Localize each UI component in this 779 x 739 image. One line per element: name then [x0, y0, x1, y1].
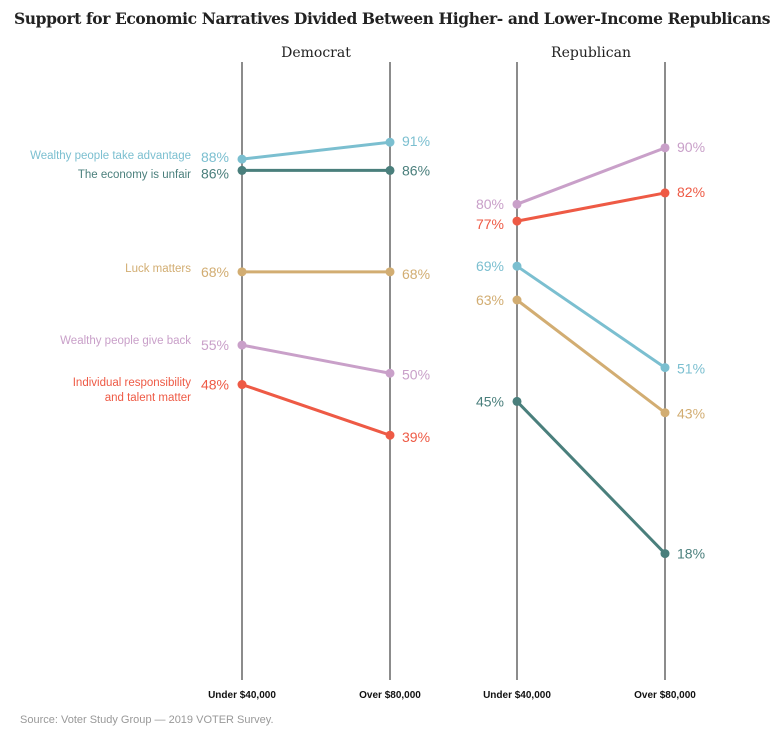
data-point [660, 408, 670, 418]
x-tick-label: Under $40,000 [208, 690, 276, 701]
data-point [512, 199, 522, 209]
data-label: 45% [476, 393, 504, 409]
data-point [237, 165, 247, 175]
series-line [515, 400, 667, 555]
data-point [385, 165, 395, 175]
series-name-label: Wealthy people take advantage [30, 150, 191, 162]
data-point [512, 295, 522, 305]
data-label: 88% [201, 149, 229, 165]
data-label: 48% [201, 377, 229, 393]
data-label: 91% [402, 133, 430, 149]
series-line [516, 264, 666, 369]
series-line [516, 298, 666, 414]
data-point [660, 188, 670, 198]
data-point [237, 340, 247, 350]
data-label: 80% [476, 196, 504, 212]
data-label: 86% [402, 162, 430, 178]
series-line [516, 146, 666, 206]
series-name-label: The economy is unfair [78, 169, 191, 181]
data-point [512, 216, 522, 226]
data-label: 39% [402, 429, 430, 445]
x-tick-label: Over $80,000 [634, 690, 696, 701]
data-point [385, 267, 395, 277]
series-name-label: Wealthy people give back [60, 335, 191, 347]
panel-title-republican: Republican [551, 45, 631, 61]
data-point [237, 267, 247, 277]
data-point [237, 154, 247, 164]
data-point [660, 549, 670, 559]
data-label: 68% [201, 264, 229, 280]
series-line [241, 140, 391, 161]
chart-title: Support for Economic Narratives Divided … [14, 9, 771, 28]
data-label: 90% [677, 139, 705, 155]
data-label: 63% [476, 292, 504, 308]
series-name-label: and talent matter [105, 392, 191, 404]
data-label: 51% [677, 361, 705, 377]
data-label: 86% [201, 165, 229, 181]
data-point [660, 143, 670, 153]
data-point [385, 137, 395, 147]
series-name-label: Individual responsibility [73, 377, 192, 389]
data-point [385, 430, 395, 440]
data-label: 55% [201, 337, 229, 353]
data-point [660, 363, 670, 373]
data-label: 43% [677, 406, 705, 422]
data-label: 68% [402, 266, 430, 282]
series-line [241, 383, 391, 437]
x-tick-label: Under $40,000 [483, 690, 551, 701]
data-point [512, 396, 522, 406]
data-label: 18% [677, 546, 705, 562]
data-label: 50% [402, 366, 430, 382]
x-tick-label: Over $80,000 [359, 690, 421, 701]
data-label: 77% [476, 216, 504, 232]
panel-title-democrat: Democrat [281, 45, 351, 61]
source-note: Source: Voter Study Group — 2019 VOTER S… [20, 714, 274, 726]
series-name-label: Luck matters [125, 263, 191, 275]
data-point [385, 368, 395, 378]
data-point [512, 261, 522, 271]
data-label: 82% [677, 184, 705, 200]
series-line [516, 191, 666, 223]
series-line [241, 343, 391, 375]
data-point [237, 380, 247, 390]
data-label: 69% [476, 258, 504, 274]
